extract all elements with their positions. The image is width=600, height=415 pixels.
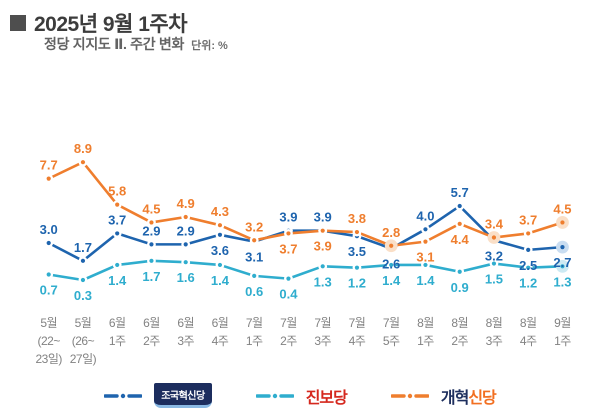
- data-point-label: 0.7: [40, 283, 58, 298]
- data-point-label: 2.5: [519, 258, 537, 273]
- legend-dashdot-line-blue-icon: [104, 393, 143, 398]
- x-axis-label: 7월 2주: [280, 316, 297, 348]
- x-axis-label: 8월 3주: [485, 316, 503, 348]
- data-point-label: 3.6: [211, 243, 229, 258]
- x-axis-label: 7월 3주: [314, 316, 332, 348]
- data-point-label: 1.5: [485, 272, 503, 287]
- reform-party-logo-dark-part: 개혁: [440, 389, 469, 407]
- x-axis-label: 6월 1주: [108, 316, 126, 348]
- legend-dashdot-line-orange-icon: [390, 393, 429, 398]
- x-axis-label: 8월 4주: [519, 316, 537, 348]
- data-point-label: 3.7: [519, 212, 537, 227]
- legend-item-jinbo: 진보당: [255, 384, 348, 408]
- x-axis-label: 5월 (26~ 27일): [69, 316, 97, 366]
- data-point-label: 3.9: [279, 210, 297, 225]
- unit-label: 단위: %: [191, 40, 228, 52]
- data-point-label: 3.7: [279, 241, 297, 256]
- data-point-label: 3.7: [108, 212, 126, 227]
- reform-party-logo-orange-part: 신당: [468, 389, 496, 407]
- data-point-label: 4.0: [416, 208, 434, 223]
- data-point-label: 7.7: [40, 158, 58, 173]
- x-axis-label: 8월 2주: [451, 316, 469, 348]
- data-point-label: 1.4: [416, 273, 435, 288]
- data-point-label: 0.4: [279, 287, 298, 302]
- data-point-label: 4.9: [177, 196, 195, 211]
- chart-legend: 조국혁신당 진보당 개혁신당: [0, 383, 600, 408]
- x-axis-label: 6월 4주: [211, 316, 229, 348]
- data-point-label: 3.5: [348, 244, 366, 259]
- legend-item-reform: 개혁신당: [390, 384, 497, 408]
- chart-subtitle: 정당 지지도 Ⅱ. 주간 변화: [44, 36, 185, 52]
- jokuk-party-logo: 조국혁신당: [154, 383, 212, 408]
- data-point-label: 0.9: [451, 280, 469, 295]
- x-axis: 5월 (22~ 23일) 5월 (26~ 27일) 6월 1주 6월 2주 6월 3주 6…: [0, 314, 600, 374]
- data-point-label: 3.9: [314, 210, 332, 225]
- x-axis-label: 6월 3주: [177, 316, 195, 348]
- data-point-label: 1.4: [382, 273, 401, 288]
- data-point-label: 2.8: [382, 225, 400, 240]
- data-point-label: 2.9: [177, 223, 195, 238]
- data-point-label: 1.6: [177, 270, 195, 285]
- data-point-label: 1.4: [108, 273, 127, 288]
- jinbo-party-logo: 진보당: [305, 389, 348, 407]
- data-point-label: 3.1: [245, 250, 263, 265]
- data-point-label: 1.2: [348, 276, 366, 291]
- data-point-label: 3.4: [485, 217, 504, 232]
- chart-subtitle-row: 정당 지지도 Ⅱ. 주간 변화 단위: %: [44, 34, 228, 54]
- legend-item-jokuk: 조국혁신당: [104, 383, 212, 408]
- data-point-label: 5.7: [451, 185, 469, 200]
- title-bullet-square-icon: [10, 15, 26, 31]
- data-point-label: 1.2: [519, 276, 537, 291]
- data-point-label: 1.3: [314, 274, 332, 289]
- data-point-label: 4.5: [553, 201, 571, 216]
- data-point-label: 3.1: [416, 250, 434, 265]
- data-point-label: 3.8: [348, 211, 366, 226]
- data-point-label: 3.2: [245, 219, 263, 234]
- x-axis-label: 6월 2주: [143, 316, 160, 348]
- data-point-label: 2.9: [142, 223, 160, 238]
- data-point-label: 1.7: [74, 240, 92, 255]
- data-point-label: 4.5: [142, 201, 160, 216]
- data-point-label: 1.4: [211, 273, 230, 288]
- data-point-label: 4.4: [451, 232, 470, 247]
- data-point-label: 1.3: [553, 274, 571, 289]
- data-point-label: 3.9: [314, 239, 332, 254]
- data-point-label: 3.0: [40, 222, 58, 237]
- x-axis-label: 8월 1주: [417, 316, 434, 348]
- x-axis-label: 7월 4주: [348, 316, 366, 348]
- data-point-label: 5.8: [108, 184, 126, 199]
- reform-party-logo: 개혁신당: [440, 384, 497, 408]
- data-point-label: 0.6: [245, 284, 263, 299]
- x-axis-label: 5월 (22~ 23일): [35, 316, 62, 366]
- data-point-label: 8.9: [74, 141, 92, 156]
- data-point-label: 0.3: [74, 288, 92, 303]
- x-axis-label: 9월 1주: [554, 316, 571, 348]
- x-axis-label: 7월 1주: [245, 316, 263, 348]
- data-point-label: 3.2: [485, 248, 503, 263]
- report-header: 2025년 9월 1주차: [10, 8, 188, 38]
- legend-dashdot-line-cyan-icon: [255, 393, 294, 398]
- x-axis-label: 7월 5주: [382, 316, 400, 348]
- page-title: 2025년 9월 1주차: [34, 13, 188, 36]
- data-point-label: 4.3: [211, 204, 229, 219]
- data-point-label: 2.7: [553, 255, 571, 270]
- data-point-label: 2.6: [382, 256, 400, 271]
- data-point-label: 1.7: [142, 269, 160, 284]
